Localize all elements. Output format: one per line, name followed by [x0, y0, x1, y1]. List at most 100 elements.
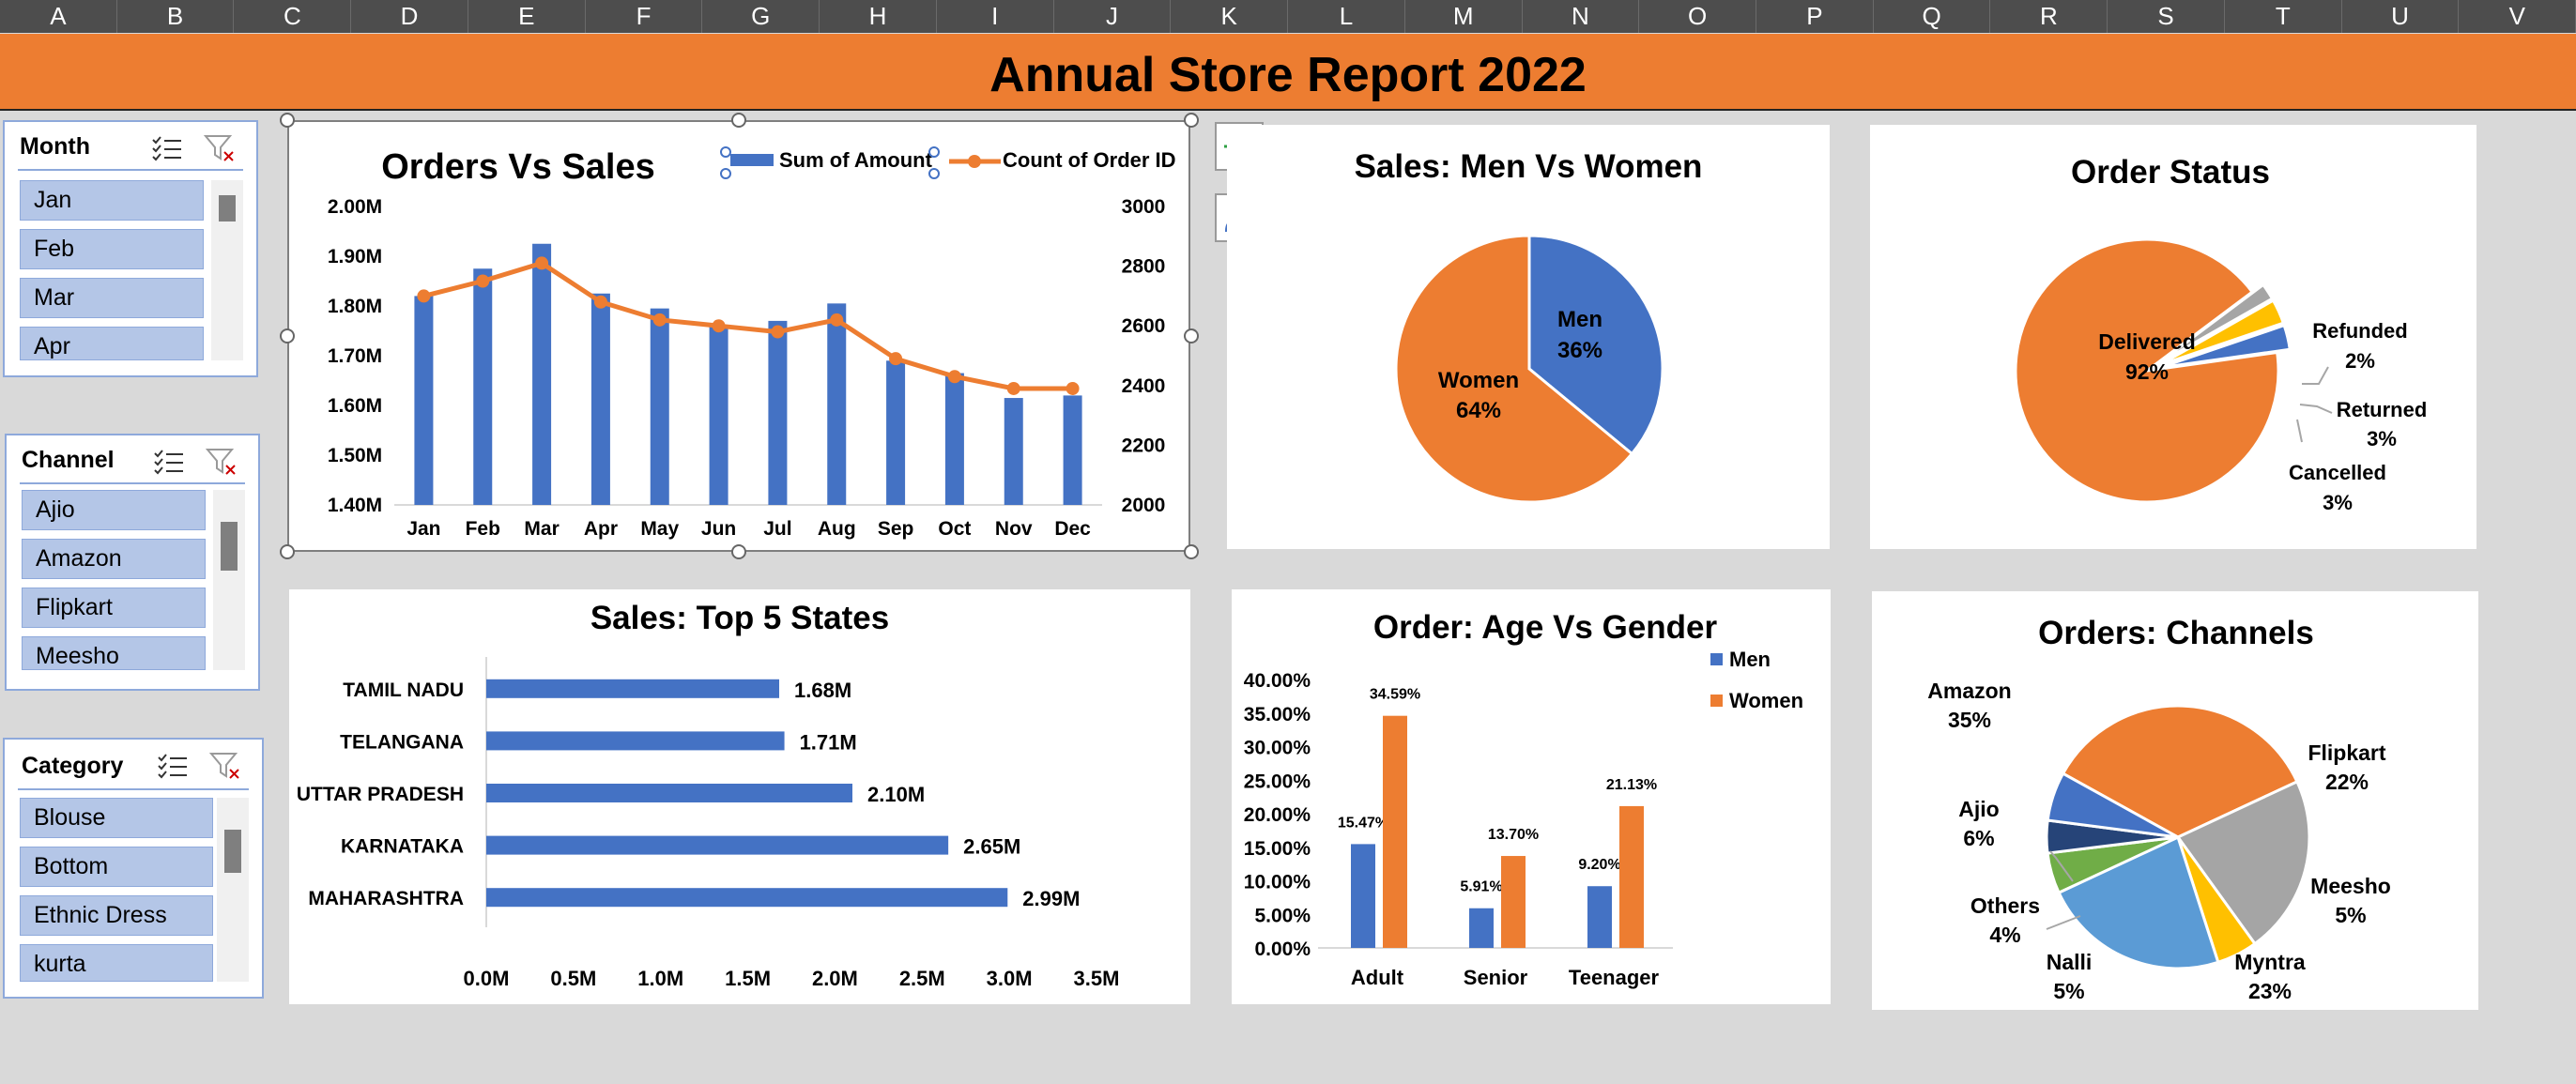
bar-tamil-nadu [486, 679, 779, 698]
data-label: 1.68M [794, 679, 851, 702]
scroll-thumb[interactable] [219, 195, 236, 221]
leader-line [2046, 915, 2081, 930]
chart-title: Order Status [2071, 154, 2270, 191]
slicer-scrollbar[interactable] [217, 798, 249, 982]
top-states-svg: Sales: Top 5 States TAMIL NADU 1.68M TELANG… [297, 600, 1120, 990]
slice-delivered [2014, 237, 2280, 504]
clear-filter-icon[interactable] [204, 133, 236, 163]
slicer-header: Category [22, 753, 124, 779]
line-point-sep [889, 352, 903, 366]
slice-label-amazon: Amazon [1927, 679, 2011, 703]
column-header[interactable]: G [702, 0, 820, 33]
y-tick-label: 40.00% [1244, 670, 1311, 692]
slicer-item-ethnic-dress[interactable]: Ethnic Dress [20, 895, 213, 936]
resize-handle[interactable] [280, 328, 295, 344]
resize-handle[interactable] [1184, 113, 1199, 128]
column-header[interactable]: S [2108, 0, 2225, 33]
slicer-item-flipkart[interactable]: Flipkart [22, 588, 206, 628]
column-header[interactable]: A [0, 0, 117, 33]
line-point-mar [535, 256, 549, 270]
orders-vs-sales-chart[interactable]: Orders Vs Sales Sum of Amount Count of Ord… [287, 120, 1190, 552]
slicer-item-kurta[interactable]: kurta [20, 944, 213, 982]
channel-slicer[interactable]: Channel Ajio Amazon Flipkart Meesho [5, 434, 260, 691]
sales-men-women-chart[interactable]: Sales: Men Vs Women Men 36% Women 64% [1227, 125, 1830, 549]
column-header[interactable]: U [2342, 0, 2460, 33]
clear-filter-icon[interactable] [206, 447, 238, 477]
slicer-scrollbar[interactable] [211, 180, 243, 360]
slicer-item-blouse[interactable]: Blouse [20, 798, 213, 838]
slice-label-nalli: Nalli [2047, 950, 2093, 974]
category-slicer[interactable]: Category Blouse Bottom Ethnic Dress kurt… [3, 738, 264, 999]
slicer-item-amazon[interactable]: Amazon [22, 539, 206, 579]
x-tick-label: 0.5M [550, 967, 596, 990]
x-tick-label: Adult [1351, 966, 1404, 989]
column-header[interactable]: D [351, 0, 468, 33]
line-point-nov [1006, 381, 1020, 395]
x-tick-label: Nov [995, 518, 1033, 540]
slicer-item-apr[interactable]: Apr [20, 327, 204, 360]
multi-select-icon[interactable] [153, 449, 185, 475]
column-header[interactable]: P [1756, 0, 1874, 33]
resize-handle[interactable] [280, 113, 295, 128]
line-point-may [652, 313, 667, 327]
bar-oct [944, 373, 964, 505]
column-header[interactable]: H [820, 0, 937, 33]
data-label: 21.13% [1606, 777, 1657, 793]
resize-handle[interactable] [731, 544, 746, 559]
slicer-item-ajio[interactable]: Ajio [22, 490, 206, 530]
scroll-thumb[interactable] [224, 830, 241, 873]
month-slicer[interactable]: Month Jan Feb Mar Apr [3, 120, 258, 377]
slice-label-women: Women [1438, 368, 1519, 393]
column-header[interactable]: Q [1874, 0, 1991, 33]
orders-channels-chart[interactable]: Orders: Channels Amazon 35% Flipkart 22% Mees… [1872, 591, 2478, 1010]
column-header[interactable]: B [117, 0, 235, 33]
column-header[interactable]: I [937, 0, 1054, 33]
column-header[interactable]: M [1405, 0, 1523, 33]
multi-select-icon[interactable] [157, 753, 189, 779]
order-status-chart[interactable]: Order Status Delivered 92% Refunded 2% Return… [1870, 125, 2476, 549]
slicer-scrollbar[interactable] [213, 490, 245, 670]
column-header[interactable]: T [2225, 0, 2342, 33]
slicer-item-meesho[interactable]: Meesho [22, 636, 206, 670]
resize-handle[interactable] [280, 544, 295, 559]
column-header[interactable]: J [1054, 0, 1172, 33]
column-header[interactable]: O [1639, 0, 1757, 33]
scroll-thumb[interactable] [221, 522, 238, 571]
bar-feb [473, 268, 493, 505]
x-tick-label: Jul [763, 518, 791, 540]
resize-handle[interactable] [731, 113, 746, 128]
resize-handle[interactable] [1184, 328, 1199, 344]
y-tick-label-left: 1.70M [328, 345, 382, 367]
multi-select-icon[interactable] [151, 135, 183, 161]
slicer-item-bottom[interactable]: Bottom [20, 847, 213, 887]
slice-label-meesho: Meesho [2310, 874, 2391, 898]
column-header[interactable]: K [1171, 0, 1289, 33]
column-header[interactable]: R [1990, 0, 2108, 33]
column-header[interactable]: N [1523, 0, 1640, 33]
column-header[interactable]: V [2459, 0, 2576, 33]
slicer-item-jan[interactable]: Jan [20, 180, 204, 221]
column-header[interactable]: E [468, 0, 586, 33]
y-tick-label: MAHARASHTRA [308, 888, 464, 909]
clear-filter-icon[interactable] [209, 751, 241, 781]
slice-returned [2158, 298, 2286, 367]
slicer-header: Channel [22, 447, 115, 473]
line-point-jun [712, 319, 726, 333]
top-states-chart[interactable]: Sales: Top 5 States TAMIL NADU 1.68M TELANG… [289, 589, 1190, 1004]
line-point-oct [947, 370, 961, 384]
slice-value-cancelled: 3% [2323, 491, 2353, 514]
age-gender-chart[interactable]: Order: Age Vs Gender 40.00% 35.00% 30.00% 25… [1232, 589, 1831, 1004]
bar-jul [768, 320, 788, 505]
selection-handle [928, 168, 940, 179]
column-header[interactable]: F [586, 0, 703, 33]
x-tick-label: 2.5M [899, 967, 945, 990]
slicer-item-feb[interactable]: Feb [20, 229, 204, 269]
orders-channels-svg: Orders: Channels Amazon 35% Flipkart 22% Mees… [1927, 615, 2391, 1003]
resize-handle[interactable] [1184, 544, 1199, 559]
y-tick-label: 10.00% [1244, 872, 1311, 893]
column-header[interactable]: L [1288, 0, 1405, 33]
line-point-jan [417, 289, 431, 303]
slicer-item-mar[interactable]: Mar [20, 278, 204, 318]
column-header[interactable]: C [234, 0, 352, 33]
